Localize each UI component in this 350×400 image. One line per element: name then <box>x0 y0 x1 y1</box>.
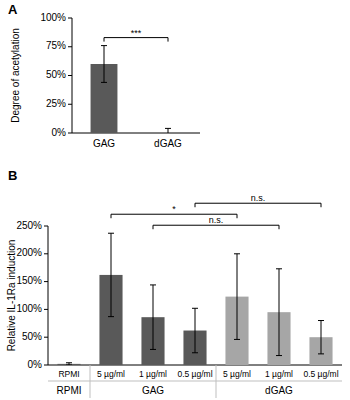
y-tick-label: 50% <box>46 69 66 80</box>
y-axis-label: Relative IL-1Ra induction <box>6 240 17 352</box>
y-tick-label: 250% <box>16 220 42 231</box>
y-tick-label: 0% <box>28 359 43 370</box>
y-tick <box>68 104 72 105</box>
group-separator <box>48 381 342 382</box>
panel-label: B <box>8 168 17 183</box>
y-tick-label: 75% <box>46 40 66 51</box>
y-tick-label: 0% <box>52 127 67 138</box>
group-label: GAG <box>142 385 164 396</box>
y-tick-label: 100% <box>40 12 66 23</box>
x-tick-label: RPMI <box>58 369 79 379</box>
group-label: RPMI <box>57 385 82 396</box>
y-tick <box>68 133 72 134</box>
marks <box>57 233 332 365</box>
x-tick-label: 0.5 µg/ml <box>303 369 338 379</box>
error-bar <box>150 285 156 349</box>
error-bar <box>192 308 198 352</box>
x-tick-label: GAG <box>93 138 115 149</box>
marks <box>91 46 171 133</box>
y-tick <box>68 75 72 76</box>
x-tick-label: dGAG <box>154 138 182 149</box>
error-bar <box>318 321 324 354</box>
y-tick <box>44 281 48 282</box>
significance-bracket <box>153 225 279 229</box>
error-bar <box>108 233 114 316</box>
error-bar <box>101 46 107 83</box>
y-tick <box>44 309 48 310</box>
significance-bracket <box>104 38 168 42</box>
figure: A Degree of acetylation 0% 25% 50% 75% 100% GAG… <box>0 0 350 400</box>
y-tick-label: 150% <box>16 275 42 286</box>
group-label: dGAG <box>265 385 293 396</box>
y-tick-label: 25% <box>46 98 66 109</box>
y-axis <box>48 226 49 365</box>
y-tick <box>68 46 72 47</box>
significance-bracket <box>195 203 321 207</box>
panel: A Degree of acetylation 0% 25% 50% 75% 100% GAG… <box>8 2 200 149</box>
y-tick <box>44 337 48 338</box>
error-bar <box>234 254 240 340</box>
error-bar <box>276 269 282 356</box>
panel: B Relative IL-1Ra induction 0% 50% 100% 150% 2… <box>6 168 342 398</box>
significance-label: *** <box>131 28 142 38</box>
group-separator <box>216 365 217 398</box>
y-tick-label: 50% <box>22 331 42 342</box>
group-separator <box>90 365 91 398</box>
y-tick <box>68 18 72 19</box>
significance-label: n.s. <box>209 215 224 225</box>
x-tick-label: 5 µg/ml <box>97 369 125 379</box>
significance-label: * <box>172 204 176 214</box>
x-tick-label: 1 µg/ml <box>139 369 167 379</box>
error-bar <box>165 128 171 133</box>
y-tick <box>44 253 48 254</box>
significance-label: n.s. <box>251 193 266 203</box>
x-tick-label: 1 µg/ml <box>265 369 293 379</box>
y-tick-label: 200% <box>16 247 42 258</box>
y-axis-label: Degree of acetylation <box>10 28 21 123</box>
y-tick <box>44 365 48 366</box>
x-tick-label: 0.5 µg/ml <box>177 369 212 379</box>
y-tick-label: 100% <box>16 303 42 314</box>
x-tick-label: 5 µg/ml <box>223 369 251 379</box>
y-tick <box>44 226 48 227</box>
error-bar <box>66 363 72 365</box>
panel-label: A <box>8 2 18 17</box>
